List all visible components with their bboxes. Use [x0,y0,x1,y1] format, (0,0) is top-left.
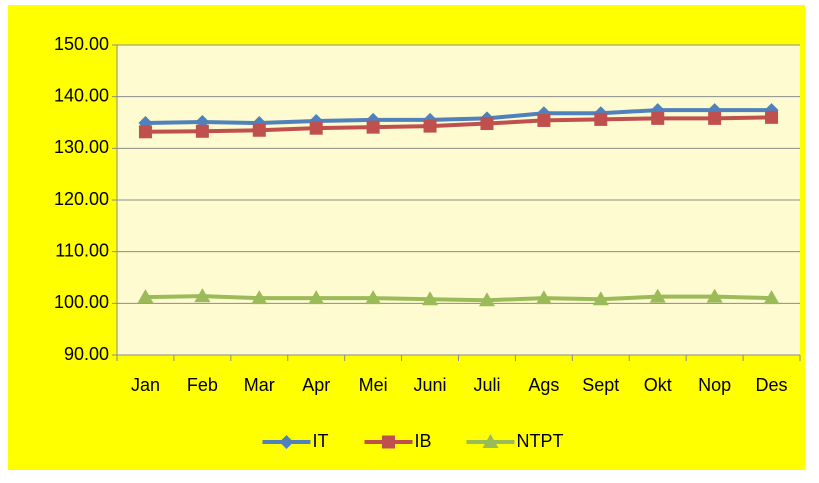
y-tick-label: 120.00 [54,189,109,209]
legend-label: IB [415,431,432,451]
marker [137,289,154,304]
x-tick-label: Sept [582,375,619,395]
marker [308,290,325,305]
marker [422,291,439,306]
legend-label: IT [313,431,329,451]
marker [708,111,722,125]
marker [251,290,268,305]
marker [366,120,380,134]
marker [309,121,323,135]
y-tick-label: 110.00 [55,240,109,260]
marker [594,112,608,126]
x-tick-label: Juli [473,375,500,395]
marker [195,124,209,138]
marker [651,111,665,125]
x-tick-label: Okt [644,375,672,395]
x-tick-label: Ags [528,375,559,395]
x-tick-label: Mar [244,375,275,395]
marker [537,113,551,127]
marker [480,117,494,131]
x-tick-label: Apr [302,375,330,395]
marker [763,290,780,305]
marker [649,288,666,303]
x-tick-label: Nop [698,375,731,395]
marker [706,288,723,303]
x-tick-label: Juni [414,375,447,395]
y-tick-label: 130.00 [54,137,109,157]
series-line [145,115,772,134]
series-line [145,294,772,303]
marker [365,290,382,305]
marker [195,114,210,129]
marker [252,123,266,137]
y-tick-label: 150.00 [54,34,109,54]
x-tick-label: Des [756,375,788,395]
marker [765,110,779,124]
marker [194,288,211,303]
marker [592,291,609,306]
marker [535,290,552,305]
marker [138,125,152,139]
series-line [145,108,772,126]
legend-label: NTPT [517,431,564,451]
y-tick-label: 100.00 [54,292,109,312]
legend: IT IB NTPT [262,431,564,451]
x-tick-label: Jan [131,375,160,395]
marker [279,435,294,449]
x-tick-label: Mei [359,375,388,395]
x-tick-label: Feb [187,375,218,395]
y-tick-label: 90.00 [64,344,109,364]
marker [478,292,495,307]
marker [382,435,395,449]
marker [482,434,499,448]
marker [423,119,437,133]
y-tick-label: 140.00 [54,85,109,105]
